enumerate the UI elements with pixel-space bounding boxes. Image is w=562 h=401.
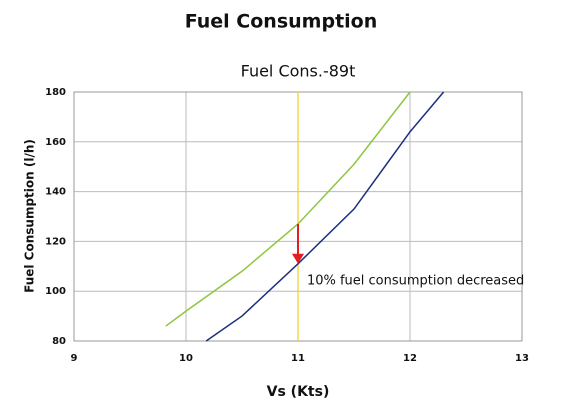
y-axis-label: Fuel Consumption (l/h) [23,139,37,293]
y-tick-label: 80 [52,336,66,347]
arrow-head [292,253,304,264]
x-tick-label: 10 [179,353,193,364]
y-tick-label: 160 [45,137,66,148]
x-tick-label: 12 [403,353,417,364]
y-tick-label: 100 [45,286,66,297]
line-series [205,91,445,342]
line-series [165,91,411,327]
x-tick-label: 13 [515,353,529,364]
x-axis-label: Vs (Kts) [267,384,330,400]
y-tick-label: 140 [45,187,66,198]
y-tick-label: 180 [45,87,66,98]
annotation: 10% fuel consumption decreased [307,274,524,289]
chart-subtitle: Fuel Cons.-89t [241,62,356,81]
chart-title: Fuel Consumption [185,11,378,33]
y-tick-label: 120 [45,236,66,247]
x-tick-label: 11 [291,353,305,364]
x-tick-label: 9 [71,353,78,364]
